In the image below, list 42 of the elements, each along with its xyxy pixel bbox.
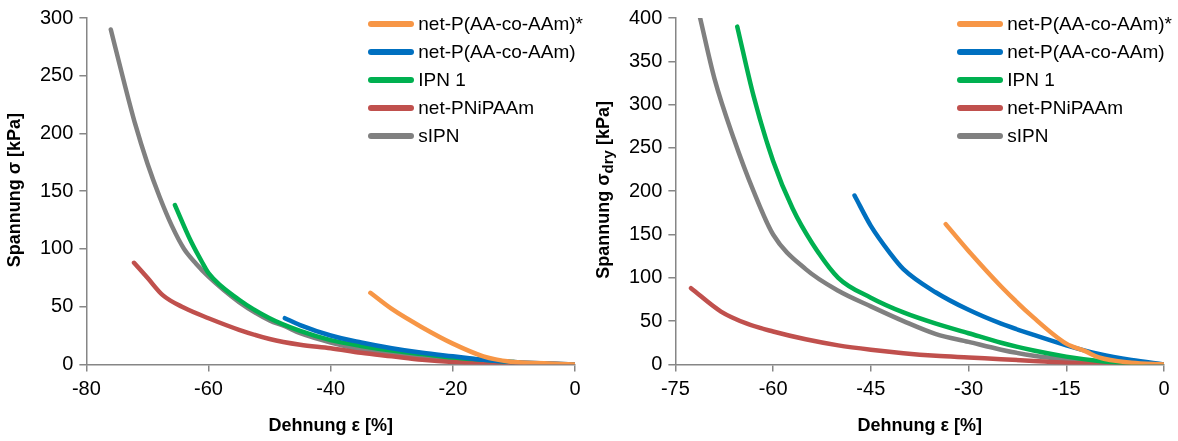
x-tick-label: -60 [194,376,223,399]
x-tick-label: -20 [438,376,468,399]
x-tick-label: 0 [1158,376,1170,399]
line-series [368,290,575,365]
x-tick-label: -15 [1051,376,1081,399]
y-tick-label: 150 [39,178,74,201]
legend-label: sIPN [418,125,460,147]
x-axis-title: Dehnung ε [%] [857,415,982,436]
x-tick-label: -45 [856,376,886,399]
y-tick-label: 200 [39,120,74,143]
legend-label: net-P(AA-co-AAm) [418,41,576,63]
x-tick-label: 0 [569,376,581,399]
y-tick-label: 50 [640,308,663,331]
x-tick-label: -30 [954,376,983,399]
y-tick-label: 300 [39,5,74,28]
y-tick-label: 100 [628,265,663,288]
legend-label: net-P(AA-co-AAm) [1007,41,1165,63]
x-tick-label: -60 [758,376,788,399]
legend-label: IPN 1 [1007,69,1055,91]
x-tick-label: -40 [316,376,346,399]
legend-label: net-PNiPAAm [1007,97,1124,119]
y-tick-label: 300 [628,92,663,115]
legend-label: sIPN [1007,125,1049,147]
line-series [943,221,1164,365]
y-tick-label: 150 [628,222,663,245]
y-axis-title: Spannung σ [kPa] [4,112,25,268]
y-tick-label: 100 [39,236,74,259]
y-tick-label: 250 [628,135,663,158]
y-tick-label: 250 [39,63,74,86]
legend-label: IPN 1 [418,69,466,91]
y-tick-label: 50 [51,294,74,317]
legend-label: net-PNiPAAm [418,97,535,119]
x-tick-label: -75 [660,376,690,399]
x-tick-label: -80 [71,376,101,399]
y-tick-label: 0 [62,351,74,374]
x-axis-title: Dehnung ε [%] [268,415,393,436]
y-tick-label: 350 [628,48,663,71]
y-tick-label: 200 [628,178,663,201]
y-tick-label: 0 [651,351,663,374]
y-tick-label: 400 [628,5,663,28]
legend-label: net-P(AA-co-AAm)* [418,13,583,35]
legend-label: net-P(AA-co-AAm)* [1007,13,1172,35]
